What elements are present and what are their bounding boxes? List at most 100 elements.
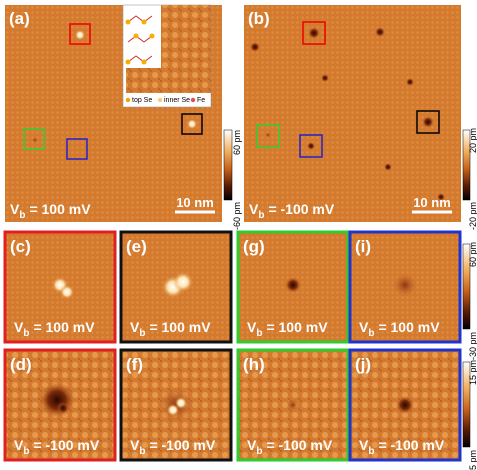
colorbar-label: -30 pm [468, 332, 477, 360]
bias-symbol: V [247, 319, 257, 335]
bias-symbol: V [130, 437, 140, 453]
legend-label: top Se [132, 97, 152, 104]
bias-subscript: b [256, 328, 262, 339]
panel-label: (d) [10, 355, 32, 374]
zoom-panel: (f) Vb = -100 mV [119, 348, 233, 462]
bias-subscript: b [368, 446, 374, 457]
box-black [416, 110, 440, 134]
bias-value: = -100 mV [33, 437, 99, 453]
colorbar [462, 129, 471, 201]
box-green [23, 128, 45, 150]
defect [39, 382, 75, 418]
defect [173, 272, 193, 292]
bias-subscript: b [23, 446, 29, 457]
inset: top Se inner Se Fe [122, 4, 212, 108]
zoom-panel: (j) Vb = -100 mV [348, 348, 462, 462]
bias-value: = 100 mV [33, 319, 95, 335]
bias-value: = -100 mV [268, 201, 334, 217]
zoom-panels: (c)Vb = 100 mV(e)Vb = 100 mV(g)Vb = 100 mV(… [3, 230, 477, 470]
panel-b: (b) Vb = -100 mV 10 nm 20 pm -20 pm [244, 5, 477, 230]
box-green [256, 124, 280, 148]
bias-value: = -100 mV [266, 437, 332, 453]
stm-image [244, 5, 461, 222]
defect [75, 30, 85, 40]
panel-label: (b) [248, 9, 270, 28]
defect [60, 285, 74, 299]
bias-label: Vb = -100 mV [249, 201, 335, 221]
defect [396, 396, 414, 414]
bias-subscript: b [19, 210, 25, 221]
defect [57, 402, 69, 414]
zoom-panel: (g) Vb = 100 mV [236, 230, 350, 344]
scale-bar-label: 10 nm [176, 195, 214, 210]
defect [393, 273, 417, 297]
defect [175, 397, 187, 409]
colorbar-label: 15 pm [468, 360, 477, 385]
bias-label: Vb = 100 mV [10, 201, 91, 221]
zoom-panel: (c) Vb = 100 mV [3, 230, 117, 344]
bias-value: = -100 mV [378, 437, 444, 453]
colorbar [223, 129, 233, 201]
box-red [69, 23, 91, 45]
scale-bar-label: 10 nm [413, 195, 451, 210]
colorbar-label: -20 pm [468, 202, 477, 230]
bias-subscript: b [258, 210, 264, 221]
bias-label: Vb = 100 mV [130, 319, 211, 339]
defect [187, 119, 197, 129]
legend-label: Fe [197, 97, 205, 104]
panel-label: (f) [126, 355, 143, 374]
zoom-panel: (i) Vb = 100 mV [348, 230, 462, 344]
defect [167, 404, 179, 416]
colorbar-label: 60 pm [232, 130, 242, 155]
colorbar-label: -60 pm [232, 202, 242, 230]
bias-value: = 100 mV [266, 319, 328, 335]
bias-symbol: V [130, 319, 140, 335]
bias-label: Vb = 100 mV [14, 319, 95, 339]
bias-value: = 100 mV [378, 319, 440, 335]
bias-subscript: b [139, 446, 145, 457]
bias-label: Vb = -100 mV [247, 437, 333, 457]
box-red [302, 21, 326, 45]
bias-subscript: b [368, 328, 374, 339]
box-blue [66, 138, 88, 160]
panel-label: (e) [126, 237, 147, 256]
defect [32, 137, 38, 143]
panel-label: (h) [243, 355, 265, 374]
colorbar [462, 361, 471, 448]
bias-symbol: V [249, 201, 259, 217]
zoom-panel: (d) Vb = -100 mV [3, 348, 117, 462]
zoom-panel: (e) Vb = 100 mV [119, 230, 233, 344]
bias-symbol: V [359, 319, 369, 335]
panel-label: (i) [355, 237, 371, 256]
panel-label: (c) [10, 237, 31, 256]
bias-symbol: V [14, 437, 24, 453]
bias-subscript: b [23, 328, 29, 339]
bias-symbol: V [359, 437, 369, 453]
bias-value: = 100 mV [29, 201, 91, 217]
bias-subscript: b [139, 328, 145, 339]
defect [285, 277, 301, 293]
bias-subscript: b [256, 446, 262, 457]
box-blue [299, 134, 323, 158]
legend-label: inner Se [164, 97, 190, 104]
panel-label: (g) [243, 237, 265, 256]
bias-symbol: V [14, 319, 24, 335]
bias-value: = 100 mV [149, 319, 211, 335]
colorbar [462, 243, 471, 330]
bias-label: Vb = 100 mV [247, 319, 328, 339]
colorbar-label: 60 pm [468, 242, 477, 267]
bias-symbol: V [247, 437, 257, 453]
panel-a: top Se inner Se Fe (a) Vb = 100 mV 10 nm … [5, 4, 242, 230]
defect [287, 399, 299, 411]
bias-symbol: V [10, 201, 20, 217]
bias-label: Vb = -100 mV [130, 437, 216, 457]
bias-label: Vb = 100 mV [359, 319, 440, 339]
bias-label: Vb = -100 mV [359, 437, 445, 457]
bias-value: = -100 mV [149, 437, 215, 453]
box-black [181, 113, 203, 135]
panel-label: (a) [9, 9, 30, 28]
colorbar-label: -15 pm [468, 450, 477, 470]
panel-label: (j) [355, 355, 371, 374]
bias-label: Vb = -100 mV [14, 437, 100, 457]
